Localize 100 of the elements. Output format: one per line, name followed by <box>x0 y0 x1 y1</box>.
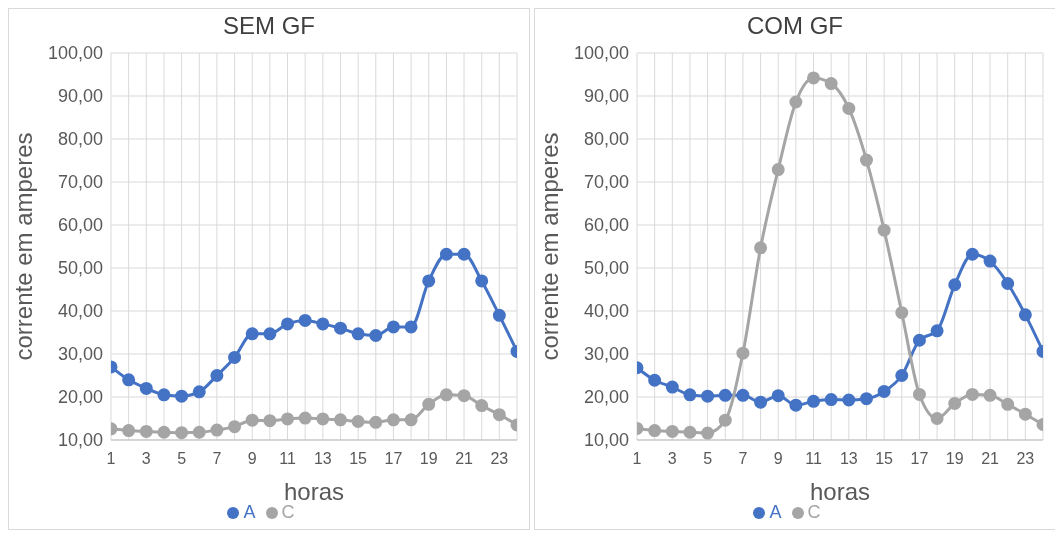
point <box>948 278 962 292</box>
point <box>912 333 926 347</box>
point <box>789 398 803 412</box>
x-tick-label: 3 <box>667 450 677 467</box>
y-tick-label: 50,00 <box>583 258 629 279</box>
y-tick-label: 10,00 <box>57 430 103 451</box>
point <box>1018 407 1032 421</box>
point <box>157 425 171 439</box>
x-axis-title: horas <box>809 478 871 505</box>
x-tick-label: 7 <box>738 450 748 467</box>
point <box>965 387 979 401</box>
y-tick-label: 80,00 <box>583 129 629 150</box>
point <box>369 329 383 343</box>
point <box>298 313 312 327</box>
point <box>316 317 330 331</box>
x-tick-label: 13 <box>839 450 858 467</box>
x-tick-label: 19 <box>945 450 964 467</box>
x-tick-label: 21 <box>981 450 1000 467</box>
point <box>175 426 189 440</box>
point <box>245 413 259 427</box>
y-tick-label: 30,00 <box>57 344 103 365</box>
point <box>228 350 242 364</box>
point <box>457 247 471 261</box>
y-tick-label: 20,00 <box>57 387 103 408</box>
point <box>718 413 732 427</box>
x-tick-label: 7 <box>212 450 222 467</box>
y-tick-label: 90,00 <box>57 86 103 107</box>
point <box>877 384 891 398</box>
x-tick-label: 23 <box>1016 450 1035 467</box>
point <box>139 424 153 438</box>
point <box>877 223 891 237</box>
point <box>386 320 400 334</box>
point <box>736 346 750 360</box>
point <box>369 415 383 429</box>
point <box>824 393 838 407</box>
x-tick-label: 3 <box>141 450 151 467</box>
point <box>771 163 785 177</box>
point <box>404 320 418 334</box>
point <box>842 101 856 115</box>
chart-title: COM GF <box>746 11 844 41</box>
point <box>718 388 732 402</box>
y-tick-label: 40,00 <box>583 301 629 322</box>
y-tick-label: 100,00 <box>573 43 629 64</box>
point <box>930 324 944 338</box>
point <box>754 241 768 255</box>
point <box>351 327 365 341</box>
x-tick-label: 1 <box>632 450 642 467</box>
point <box>895 306 909 320</box>
point <box>807 71 821 85</box>
y-tick-label: 10,00 <box>583 430 629 451</box>
point <box>210 369 224 382</box>
point <box>824 77 838 91</box>
x-tick-label: 9 <box>773 450 783 467</box>
point <box>842 393 856 407</box>
point <box>475 274 489 288</box>
point <box>701 426 715 440</box>
y-axis-title: corrente em amperes <box>535 132 563 361</box>
point <box>122 373 136 387</box>
point <box>930 412 944 425</box>
x-tick-label: 11 <box>279 450 296 467</box>
x-tick-label: 13 <box>313 450 332 467</box>
x-tick-label: 15 <box>875 450 894 467</box>
point <box>665 424 679 438</box>
point <box>983 388 997 402</box>
x-tick-label: 5 <box>177 450 187 467</box>
y-tick-label: 90,00 <box>583 86 629 107</box>
x-tick-label: 1 <box>106 450 116 467</box>
x-tick-label: 17 <box>910 450 929 467</box>
point <box>263 414 277 428</box>
legend-label: C <box>807 502 821 522</box>
x-tick-label: 19 <box>419 450 438 467</box>
x-tick-label: 17 <box>384 450 403 467</box>
point <box>351 415 365 429</box>
point <box>457 389 471 403</box>
point <box>983 254 997 268</box>
point <box>492 308 506 322</box>
point <box>1001 276 1015 290</box>
point <box>665 380 679 394</box>
point <box>298 411 312 425</box>
point <box>1018 308 1032 322</box>
point <box>422 397 436 411</box>
legend-label: A <box>243 502 256 522</box>
point <box>895 369 909 382</box>
point <box>439 388 453 402</box>
point <box>736 388 750 402</box>
y-tick-label: 50,00 <box>57 258 103 279</box>
point <box>701 389 715 403</box>
point <box>316 412 330 426</box>
y-axis-title: corrente em amperes <box>9 132 37 361</box>
x-tick-label: 9 <box>247 450 257 467</box>
point <box>192 425 206 439</box>
y-tick-label: 40,00 <box>57 301 103 322</box>
point <box>859 392 873 406</box>
point <box>683 425 697 439</box>
point <box>157 388 171 402</box>
point <box>475 399 489 413</box>
point <box>948 396 962 410</box>
point <box>789 95 803 109</box>
point <box>859 153 873 167</box>
point <box>245 327 259 341</box>
